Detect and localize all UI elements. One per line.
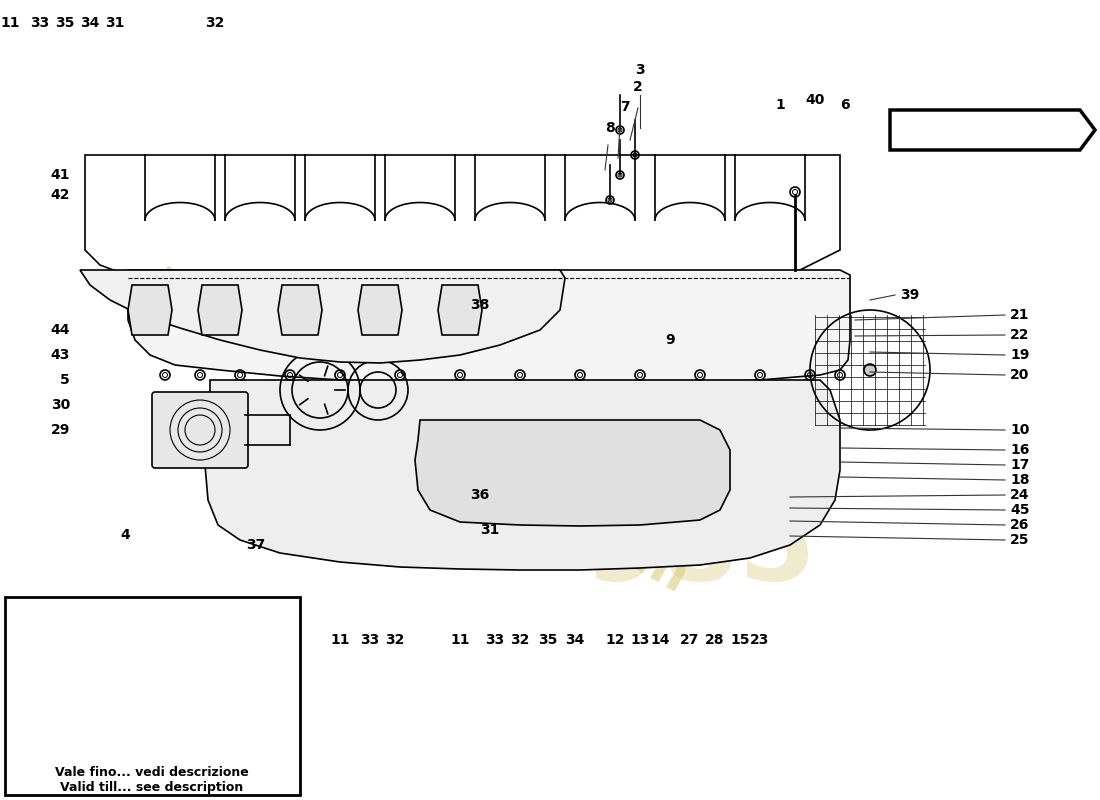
Polygon shape <box>33 710 65 750</box>
Text: 40: 40 <box>805 93 825 107</box>
Text: 39: 39 <box>900 288 920 302</box>
Text: 35: 35 <box>55 16 75 30</box>
Polygon shape <box>358 285 402 335</box>
Text: 28: 28 <box>705 633 725 647</box>
FancyBboxPatch shape <box>152 392 248 468</box>
Text: 7: 7 <box>620 100 630 114</box>
Text: 24: 24 <box>1010 488 1030 502</box>
Polygon shape <box>198 285 242 335</box>
Text: 42: 42 <box>51 188 70 202</box>
Text: 25: 25 <box>1010 533 1030 547</box>
Text: 18: 18 <box>1010 473 1030 487</box>
Text: 34: 34 <box>80 16 100 30</box>
Polygon shape <box>128 270 850 386</box>
Text: 17: 17 <box>1010 458 1030 472</box>
Text: 9: 9 <box>666 333 674 347</box>
Text: 13: 13 <box>630 633 650 647</box>
Text: 41: 41 <box>51 168 70 182</box>
Text: 32: 32 <box>510 633 530 647</box>
Text: 44: 44 <box>51 323 70 337</box>
Text: 14: 14 <box>650 633 670 647</box>
Text: 2: 2 <box>634 80 642 94</box>
Text: 27: 27 <box>680 633 700 647</box>
Text: Valid till... see description: Valid till... see description <box>60 782 243 794</box>
Text: 4: 4 <box>120 528 130 542</box>
Polygon shape <box>278 285 322 335</box>
Text: 12: 12 <box>605 633 625 647</box>
Text: 43: 43 <box>51 348 70 362</box>
Text: passionforparts.com: passionforparts.com <box>142 254 697 606</box>
Text: 33: 33 <box>485 633 505 647</box>
Text: 15: 15 <box>730 633 750 647</box>
Text: 32: 32 <box>206 16 224 30</box>
Text: 29: 29 <box>51 423 70 437</box>
Text: 10: 10 <box>1010 423 1030 437</box>
Text: 34: 34 <box>565 633 585 647</box>
Text: 33: 33 <box>31 16 50 30</box>
Text: 37: 37 <box>245 538 265 552</box>
Text: Vale fino... vedi descrizione: Vale fino... vedi descrizione <box>55 766 249 779</box>
Text: 3: 3 <box>635 63 645 77</box>
Text: 19: 19 <box>1010 348 1030 362</box>
Polygon shape <box>135 610 185 740</box>
Text: 26: 26 <box>1010 518 1030 532</box>
Text: 1: 1 <box>776 98 785 112</box>
Text: 31: 31 <box>481 523 499 537</box>
Text: 985: 985 <box>584 497 816 603</box>
Polygon shape <box>415 420 730 526</box>
Text: 33: 33 <box>361 633 379 647</box>
Text: 30: 30 <box>51 398 70 412</box>
Text: 5: 5 <box>60 373 70 387</box>
Text: 36: 36 <box>471 488 490 502</box>
Polygon shape <box>128 285 172 335</box>
Polygon shape <box>890 110 1094 150</box>
Text: 8: 8 <box>605 121 615 135</box>
Text: 38: 38 <box>471 298 490 312</box>
Text: 11: 11 <box>330 633 350 647</box>
Text: 23: 23 <box>750 633 770 647</box>
Polygon shape <box>80 270 565 363</box>
Text: 20: 20 <box>1010 368 1030 382</box>
Text: 35: 35 <box>538 633 558 647</box>
Text: 11: 11 <box>450 633 470 647</box>
Text: 21: 21 <box>1010 308 1030 322</box>
Polygon shape <box>205 380 840 570</box>
Polygon shape <box>438 285 482 335</box>
Text: 31: 31 <box>106 16 124 30</box>
FancyBboxPatch shape <box>6 597 300 795</box>
Circle shape <box>864 364 876 376</box>
Text: 6: 6 <box>840 98 850 112</box>
Text: 45: 45 <box>1010 503 1030 517</box>
Text: 16: 16 <box>1010 443 1030 457</box>
Text: 32: 32 <box>385 633 405 647</box>
Text: 22: 22 <box>1010 328 1030 342</box>
Text: 11: 11 <box>0 16 20 30</box>
